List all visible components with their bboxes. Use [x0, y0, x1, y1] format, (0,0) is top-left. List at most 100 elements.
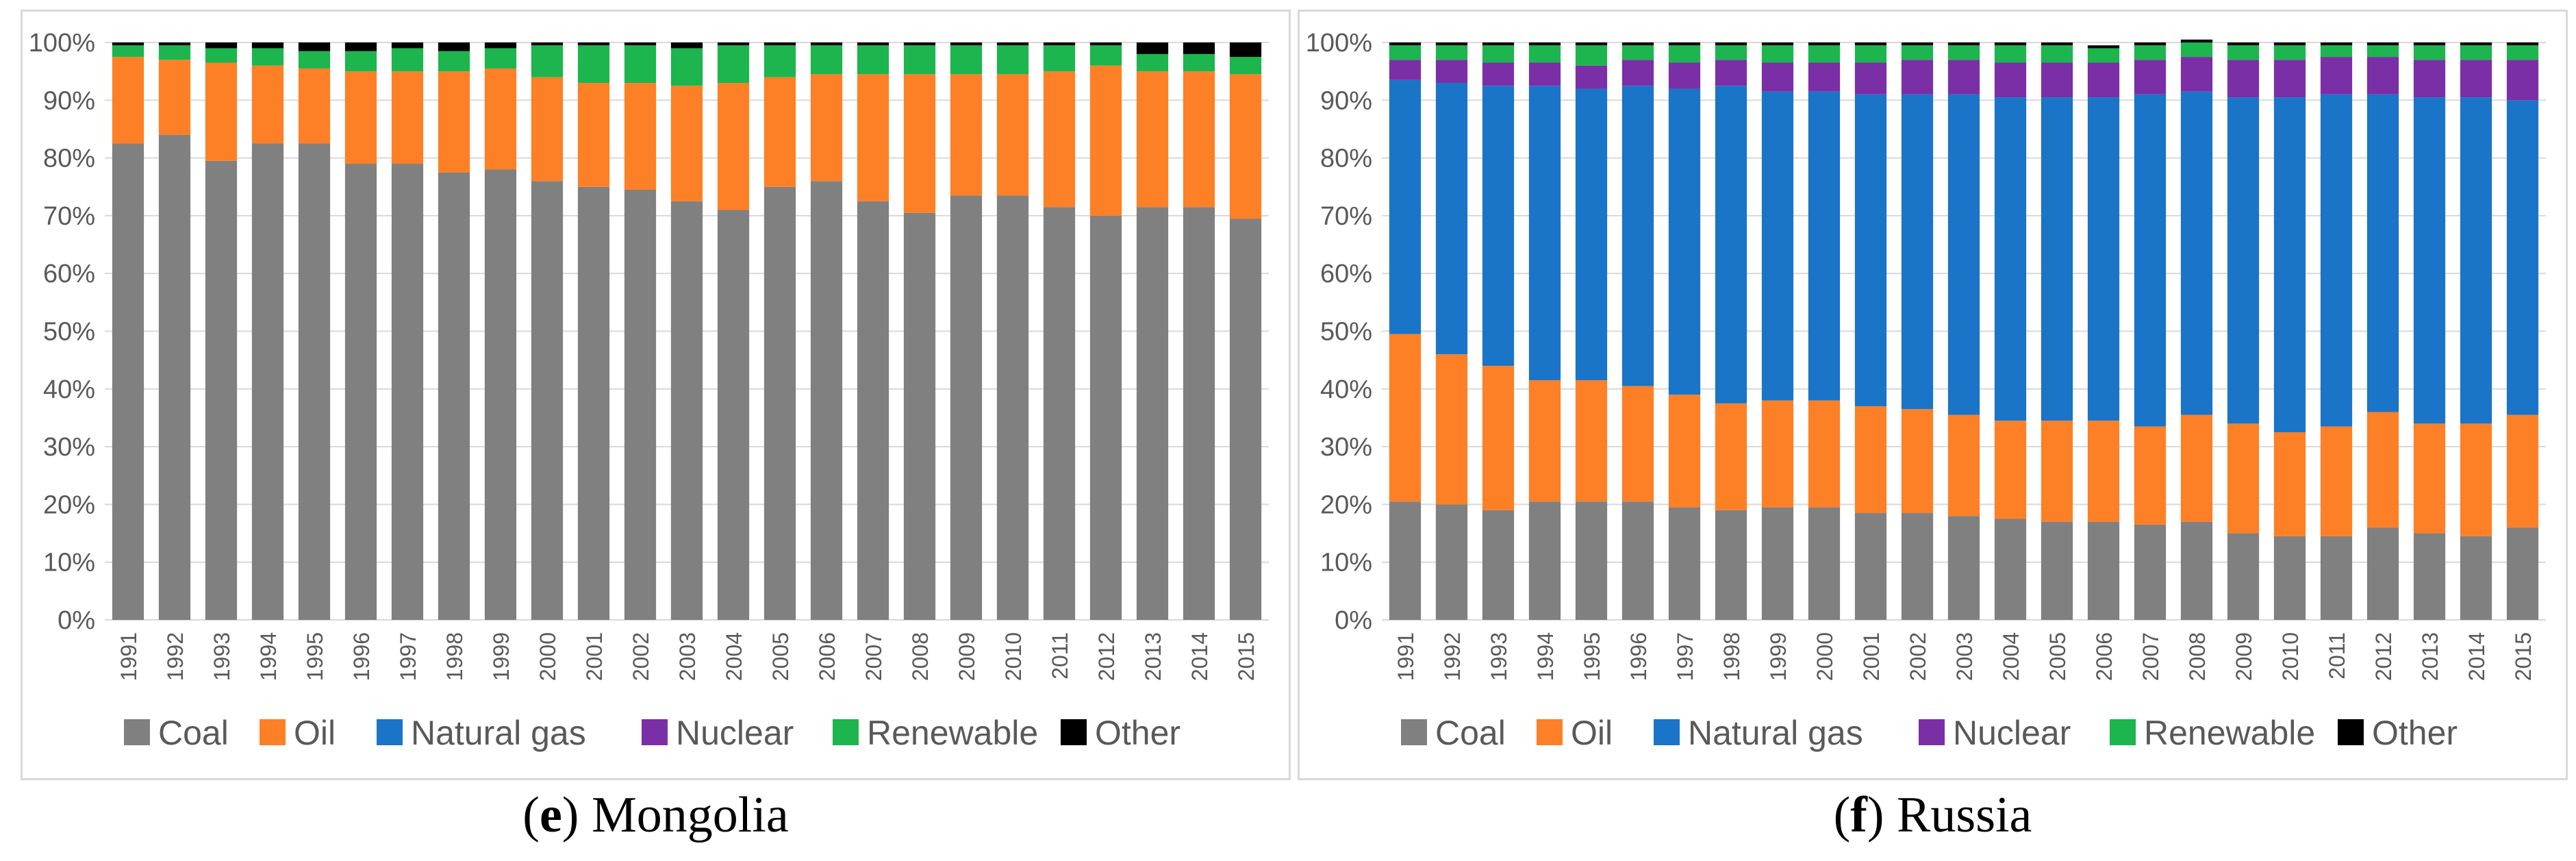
legend-label-natural-gas: Natural gas	[1688, 714, 1863, 752]
bar-segment-renewable	[624, 45, 656, 83]
bar-segment-oil	[2088, 421, 2119, 522]
bar-segment-natural-gas	[1948, 95, 1980, 415]
bar-segment-other	[857, 42, 889, 45]
bar-segment-renewable	[1183, 54, 1215, 71]
x-tick-label: 2005	[2045, 632, 2070, 681]
bar-segment-coal	[299, 144, 330, 620]
bar-segment-other	[1389, 42, 1421, 45]
bar-segment-other	[1436, 42, 1467, 45]
bar-segment-natural-gas	[1995, 97, 2026, 421]
bar-segment-nuclear	[2227, 60, 2259, 97]
bar-segment-renewable	[764, 45, 796, 77]
bar-segment-other	[2414, 42, 2445, 45]
bar-segment-nuclear	[1995, 63, 2026, 98]
bar-segment-renewable	[2088, 48, 2119, 62]
bar-segment-renewable	[299, 51, 330, 68]
bar-segment-renewable	[1715, 45, 1747, 60]
legend-swatch-oil	[1537, 719, 1563, 745]
bar-segment-natural-gas	[1808, 92, 1840, 401]
bar-segment-renewable	[2181, 42, 2212, 57]
bar-segment-other	[2134, 42, 2166, 45]
bar-segment-renewable	[1902, 45, 1933, 60]
bar-segment-coal	[764, 187, 796, 620]
bar-segment-renewable	[1482, 45, 1514, 62]
bar-segment-nuclear	[1529, 63, 1561, 86]
bar-segment-coal	[578, 187, 609, 620]
y-tick-label: 70%	[43, 202, 95, 231]
y-tick-label: 40%	[1320, 375, 1372, 404]
bar-segment-renewable	[857, 45, 889, 74]
x-tick-label: 2015	[1234, 632, 1259, 681]
x-tick-label: 2013	[2418, 632, 2442, 681]
bar-segment-coal	[345, 164, 377, 620]
bar-segment-renewable	[811, 45, 842, 74]
bar-segment-oil	[1183, 71, 1215, 207]
bar-segment-coal	[2321, 536, 2352, 620]
bar-segment-renewable	[904, 45, 935, 74]
y-tick-label: 30%	[1320, 433, 1372, 462]
caption-russia: (f) Russia	[1298, 786, 2568, 845]
x-tick-label: 2004	[722, 632, 746, 681]
y-tick-label: 90%	[1320, 86, 1372, 115]
bar-segment-other	[1090, 42, 1122, 45]
bar-segment-other	[1044, 42, 1075, 45]
bar-segment-nuclear	[2367, 57, 2399, 95]
bar-segment-nuclear	[1902, 60, 1933, 95]
bar-segment-coal	[205, 161, 237, 620]
bar-segment-renewable	[485, 48, 516, 68]
bar-segment-other	[1715, 42, 1747, 45]
legend-swatch-oil	[260, 719, 286, 745]
bar-segment-other	[1137, 42, 1168, 54]
bar-segment-other	[1995, 42, 2026, 45]
bar-segment-natural-gas	[2181, 92, 2212, 415]
bar-segment-renewable	[252, 48, 283, 65]
bar-segment-renewable	[1529, 45, 1561, 62]
bar-segment-other	[1622, 42, 1654, 45]
bar-segment-other	[624, 42, 656, 45]
legend-swatch-nuclear	[642, 719, 668, 745]
x-tick-label: 2006	[2092, 632, 2117, 681]
bar-segment-nuclear	[2041, 63, 2073, 98]
x-tick-label: 2008	[2185, 632, 2210, 681]
bar-segment-other	[1948, 42, 1980, 45]
bar-segment-other	[1482, 42, 1514, 45]
legend-label-oil: Oil	[294, 714, 336, 752]
legend-swatch-nuclear	[1919, 719, 1945, 745]
bar-segment-oil	[1808, 401, 1840, 508]
bar-segment-other	[1576, 42, 1607, 45]
x-tick-label: 2011	[2325, 632, 2349, 679]
bar-segment-natural-gas	[1576, 88, 1607, 380]
bar-segment-oil	[2321, 427, 2352, 536]
bar-segment-other	[671, 42, 703, 48]
bar-segment-coal	[811, 181, 842, 620]
bar-segment-renewable	[2134, 45, 2166, 60]
y-tick-label: 60%	[43, 260, 95, 288]
bar-segment-coal	[159, 135, 190, 620]
caption-mongolia: (e) Mongolia	[21, 786, 1291, 845]
bar-segment-oil	[997, 74, 1028, 195]
bar-segment-renewable	[1576, 45, 1607, 66]
bar-segment-natural-gas	[1622, 86, 1654, 386]
bar-segment-oil	[2181, 415, 2212, 522]
bar-segment-natural-gas	[2414, 97, 2445, 423]
caption-text: Russia	[1884, 787, 2032, 843]
bar-segment-coal	[2181, 522, 2212, 620]
legend-label-other: Other	[2372, 714, 2458, 752]
bar-segment-coal	[1808, 508, 1840, 620]
bar-segment-natural-gas	[2321, 95, 2352, 427]
y-tick-label: 20%	[43, 490, 95, 519]
caption-paren-open: (	[522, 787, 540, 843]
bar-segment-oil	[2134, 427, 2166, 525]
legend-label-oil: Oil	[1571, 714, 1613, 752]
bar-segment-coal	[2414, 534, 2445, 620]
bar-segment-oil	[1995, 421, 2026, 519]
bar-segment-other	[2088, 45, 2119, 48]
bar-segment-natural-gas	[1762, 92, 1793, 401]
y-tick-label: 100%	[1306, 29, 1372, 58]
x-tick-label: 1994	[256, 632, 281, 681]
chart-panel-mongolia: 0% 10% 20% 30% 40% 50% 60% 70% 80% 90% 100% 1991 199…	[21, 10, 1291, 780]
legend-label-coal: Coal	[158, 714, 229, 752]
bar-segment-oil	[1715, 403, 1747, 510]
legend-label-nuclear: Nuclear	[1953, 714, 2071, 752]
bar-segment-renewable	[438, 51, 470, 72]
